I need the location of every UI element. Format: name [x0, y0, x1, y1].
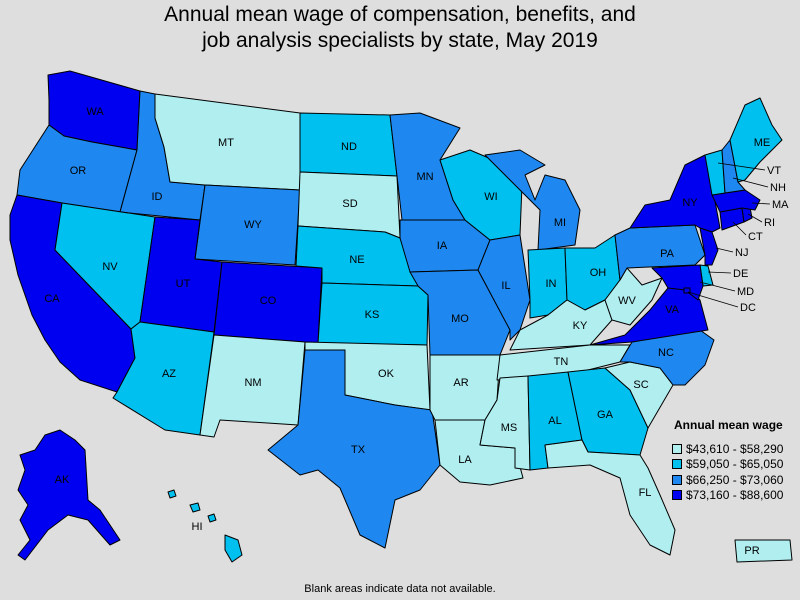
label-tn: TN: [554, 356, 569, 368]
label-wa: WA: [86, 106, 104, 118]
legend-item: $66,250 - $73,060: [672, 472, 800, 488]
state-hi[interactable]: [167, 489, 243, 563]
legend-label: $66,250 - $73,060: [686, 472, 784, 487]
label-oh: OH: [590, 267, 607, 279]
footnote: Blank areas indicate data not available.: [304, 583, 496, 595]
label-nc: NC: [658, 347, 674, 359]
label-pa: PA: [660, 248, 675, 260]
label-ar: AR: [453, 377, 468, 389]
state-il[interactable]: [477, 234, 531, 341]
label-az: AZ: [162, 368, 176, 380]
state-mi[interactable]: [484, 149, 581, 251]
legend-items: $43,610 - $58,290 $59,050 - $65,050 $66,25…: [672, 441, 800, 503]
label-mn: MN: [416, 171, 433, 183]
label-hi: HI: [192, 521, 203, 533]
label-fl: FL: [639, 487, 652, 499]
label-or: OR: [70, 165, 87, 177]
state-fl[interactable]: [544, 439, 676, 556]
label-ny: NY: [682, 197, 698, 209]
legend-swatch: [672, 443, 682, 454]
title-line-2: job analysis specialists by state, May 2…: [202, 29, 598, 52]
label-dc: DC: [740, 302, 756, 314]
label-ne: NE: [349, 254, 364, 266]
label-nj: NJ: [735, 247, 748, 259]
state-ak[interactable]: [17, 429, 121, 561]
label-sd: SD: [342, 198, 357, 210]
legend-item: $73,160 - $88,600: [672, 488, 800, 504]
label-wy: WY: [244, 219, 262, 231]
label-nd: ND: [341, 141, 357, 153]
legend-item: $59,050 - $65,050: [672, 457, 800, 473]
state-labels: WA OR CA ID NV MT WY UT AZ CO NM ND SD N…: [44, 106, 789, 557]
label-ga: GA: [597, 409, 614, 421]
legend-swatch: [672, 490, 682, 501]
label-ks: KS: [365, 309, 380, 321]
label-sc: SC: [633, 379, 648, 391]
label-ut: UT: [176, 278, 191, 290]
label-md: MD: [737, 286, 754, 298]
map-legend: Annual mean wage $43,610 - $58,290 $59,05…: [672, 418, 800, 503]
label-leader-lines: [687, 162, 771, 308]
label-ct: CT: [748, 231, 763, 243]
legend-title: Annual mean wage: [674, 418, 783, 432]
label-nh: NH: [770, 182, 786, 194]
label-mi: MI: [554, 217, 566, 229]
label-ia: IA: [437, 240, 448, 252]
label-nv: NV: [102, 261, 118, 273]
label-id: ID: [152, 191, 163, 203]
label-ca: CA: [44, 293, 60, 305]
label-ma: MA: [772, 199, 789, 211]
title-line-1: Annual mean wage of compensation, benefi…: [164, 3, 636, 26]
label-ky: KY: [573, 320, 588, 332]
label-pr: PR: [744, 545, 759, 557]
label-de: DE: [733, 268, 748, 280]
label-ms: MS: [501, 422, 518, 434]
label-tx: TX: [351, 444, 366, 456]
state-ny[interactable]: [629, 154, 721, 233]
legend-label: $59,050 - $65,050: [686, 457, 784, 472]
state-tx[interactable]: [267, 349, 441, 549]
state-nj[interactable]: [699, 227, 719, 266]
label-ak: AK: [55, 474, 70, 486]
label-la: LA: [458, 454, 472, 466]
label-wv: WV: [618, 295, 636, 307]
legend-swatch: [672, 459, 682, 470]
label-ri: RI: [764, 217, 775, 229]
label-mt: MT: [218, 137, 234, 149]
label-in: IN: [546, 278, 557, 290]
map-title: Annual mean wage of compensation, benefi…: [0, 2, 800, 54]
label-wi: WI: [484, 191, 497, 203]
legend-item: $43,610 - $58,290: [672, 441, 800, 457]
label-il: IL: [501, 280, 510, 292]
legend-label: $43,610 - $58,290: [686, 441, 784, 456]
label-vt: VT: [767, 165, 781, 177]
label-va: VA: [665, 304, 680, 316]
state-nh[interactable]: [721, 139, 746, 194]
state-me[interactable]: [729, 97, 783, 183]
legend-label: $73,160 - $88,600: [686, 488, 784, 503]
label-me: ME: [754, 137, 771, 149]
state-pr[interactable]: [734, 539, 793, 563]
label-al: AL: [548, 415, 561, 427]
label-nm: NM: [244, 377, 261, 389]
legend-swatch: [672, 474, 682, 485]
label-mo: MO: [451, 313, 469, 325]
label-ok: OK: [378, 368, 395, 380]
state-ks[interactable]: [317, 282, 429, 346]
label-co: CO: [260, 295, 277, 307]
